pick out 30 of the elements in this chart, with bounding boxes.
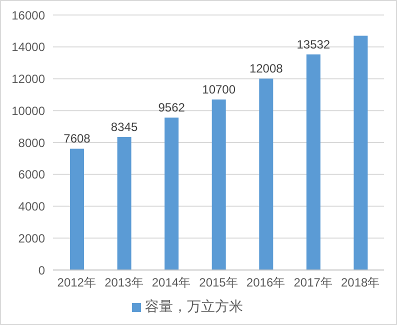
y-tick-label: 0 bbox=[38, 263, 46, 278]
bar bbox=[306, 54, 320, 270]
x-tick-label: 2013年 bbox=[104, 276, 144, 290]
y-tick-label: 4000 bbox=[18, 200, 46, 214]
y-tick-label: 6000 bbox=[18, 168, 46, 182]
data-label: 7608 bbox=[64, 132, 91, 146]
x-tick-label: 2016年 bbox=[246, 276, 286, 290]
x-tick-label: 2014年 bbox=[152, 276, 191, 290]
y-tick-label: 10000 bbox=[12, 104, 46, 118]
bar bbox=[164, 118, 179, 270]
data-label: 13532 bbox=[296, 37, 330, 52]
data-label: 9562 bbox=[158, 100, 186, 115]
legend-label: 容量，万立方米 bbox=[145, 298, 243, 314]
y-tick-label: 8000 bbox=[18, 136, 46, 150]
bar bbox=[70, 148, 84, 270]
y-tick-label: 2000 bbox=[18, 231, 46, 246]
y-tick-label: 12000 bbox=[12, 72, 46, 86]
y-tick-label: 14000 bbox=[12, 40, 46, 54]
bar bbox=[354, 36, 368, 270]
bar bbox=[117, 137, 132, 270]
x-tick-label: 2012年 bbox=[57, 276, 96, 290]
x-tick-label: 2017年 bbox=[294, 276, 332, 290]
x-tick-label: 2018年 bbox=[341, 276, 380, 290]
bar bbox=[259, 78, 274, 270]
data-label: 12008 bbox=[249, 62, 284, 76]
x-tick-label: 2015年 bbox=[199, 276, 238, 290]
bar bbox=[212, 99, 226, 270]
data-label: 10700 bbox=[202, 82, 236, 96]
y-tick-label: 16000 bbox=[12, 8, 46, 22]
data-label: 8345 bbox=[110, 120, 138, 134]
